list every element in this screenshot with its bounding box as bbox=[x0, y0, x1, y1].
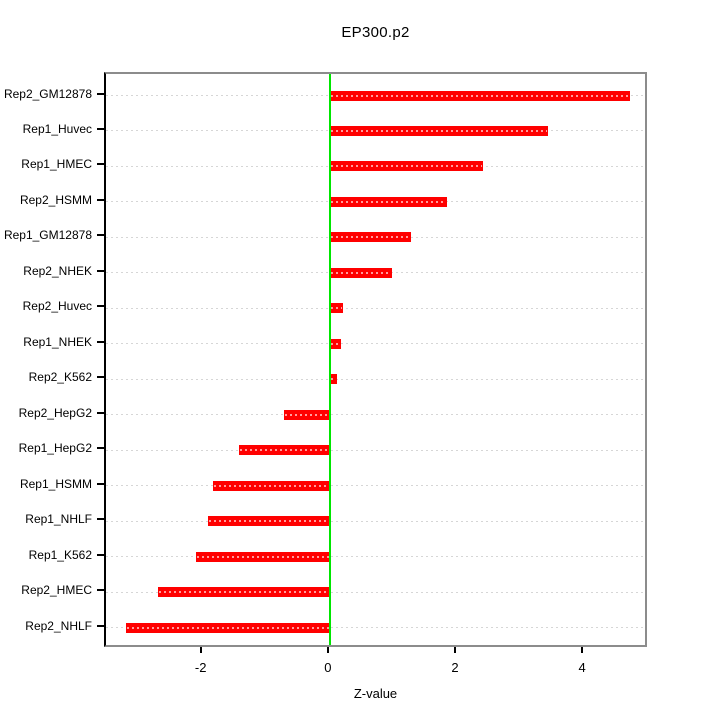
bar-grid-overlay bbox=[330, 271, 392, 274]
category-label: Rep2_K562 bbox=[28, 370, 92, 385]
y-tick bbox=[97, 589, 104, 592]
category-label: Rep2_GM12878 bbox=[3, 86, 92, 101]
grid-line bbox=[106, 343, 645, 345]
bar bbox=[208, 516, 330, 527]
x-tick-label: 4 bbox=[578, 660, 586, 675]
grid-line bbox=[106, 378, 645, 380]
bar bbox=[329, 90, 630, 101]
category-label: Rep1_HSMM bbox=[19, 476, 92, 491]
bar bbox=[329, 232, 412, 243]
category-label: Rep2_Huvec bbox=[22, 299, 92, 314]
grid-line bbox=[106, 627, 645, 628]
zero-line bbox=[328, 74, 331, 645]
bar bbox=[329, 267, 393, 278]
bar-grid-overlay bbox=[330, 236, 411, 239]
category-label: Rep2_NHEK bbox=[23, 263, 92, 278]
category-label: Rep1_NHLF bbox=[25, 512, 92, 527]
bar-grid-overlay bbox=[285, 413, 329, 416]
y-tick bbox=[97, 163, 104, 166]
x-tick-label: 2 bbox=[451, 660, 459, 675]
y-tick bbox=[97, 376, 104, 379]
grid-line bbox=[106, 520, 645, 522]
category-label: Rep1_K562 bbox=[28, 547, 92, 562]
bar-grid-overlay bbox=[330, 129, 547, 132]
bar bbox=[125, 622, 330, 633]
y-tick bbox=[97, 92, 104, 95]
y-tick bbox=[97, 340, 104, 343]
x-tick-label: -2 bbox=[194, 660, 207, 675]
bar-grid-overlay bbox=[214, 484, 329, 487]
bar bbox=[157, 587, 330, 598]
grid-line bbox=[106, 449, 645, 451]
bar-grid-overlay bbox=[330, 200, 446, 203]
bar bbox=[329, 196, 447, 207]
x-tick bbox=[199, 647, 202, 653]
y-tick bbox=[97, 624, 104, 627]
plot-area bbox=[104, 72, 647, 647]
plot-inner bbox=[106, 74, 645, 645]
bar bbox=[238, 445, 330, 456]
category-label: Rep2_HMEC bbox=[21, 583, 92, 598]
grid-line bbox=[106, 591, 645, 593]
grid-line bbox=[106, 485, 645, 487]
bar bbox=[329, 161, 484, 172]
category-label: Rep1_Huvec bbox=[22, 121, 92, 136]
bar-grid-overlay bbox=[126, 626, 329, 629]
bar bbox=[213, 480, 330, 491]
bar bbox=[329, 338, 341, 349]
bar-grid-overlay bbox=[330, 378, 337, 381]
bar-grid-overlay bbox=[158, 591, 329, 594]
y-tick bbox=[97, 447, 104, 450]
bar bbox=[284, 409, 330, 420]
chart-title: EP300.p2 bbox=[341, 24, 410, 41]
bar-grid-overlay bbox=[330, 94, 629, 97]
bar-grid-overlay bbox=[330, 307, 343, 310]
category-label: Rep1_HepG2 bbox=[18, 441, 92, 456]
x-tick-label: 0 bbox=[324, 660, 332, 675]
y-tick bbox=[97, 411, 104, 414]
y-tick bbox=[97, 482, 104, 485]
x-tick bbox=[326, 647, 329, 653]
category-label: Rep1_HMEC bbox=[21, 157, 92, 172]
category-label: Rep2_NHLF bbox=[25, 618, 92, 633]
bar bbox=[329, 125, 548, 136]
y-tick bbox=[97, 518, 104, 521]
bar bbox=[329, 374, 338, 385]
bar-grid-overlay bbox=[330, 342, 340, 345]
y-tick bbox=[97, 269, 104, 272]
bar-grid-overlay bbox=[239, 449, 329, 452]
y-tick bbox=[97, 198, 104, 201]
grid-line bbox=[106, 414, 645, 416]
y-tick bbox=[97, 553, 104, 556]
category-label: Rep1_GM12878 bbox=[3, 228, 92, 243]
y-tick bbox=[97, 127, 104, 130]
bar bbox=[329, 303, 344, 314]
bar-grid-overlay bbox=[330, 165, 483, 168]
category-label: Rep2_HepG2 bbox=[18, 405, 92, 420]
x-tick bbox=[581, 647, 584, 653]
grid-line bbox=[106, 307, 645, 309]
x-axis-label: Z-value bbox=[353, 686, 398, 701]
y-tick bbox=[97, 305, 104, 308]
x-tick bbox=[453, 647, 456, 653]
bar-grid-overlay bbox=[209, 520, 329, 523]
bar bbox=[196, 551, 330, 562]
category-label: Rep2_HSMM bbox=[19, 192, 92, 207]
bar-grid-overlay bbox=[197, 555, 329, 558]
y-tick bbox=[97, 234, 104, 237]
category-label: Rep1_NHEK bbox=[23, 334, 92, 349]
grid-line bbox=[106, 556, 645, 558]
